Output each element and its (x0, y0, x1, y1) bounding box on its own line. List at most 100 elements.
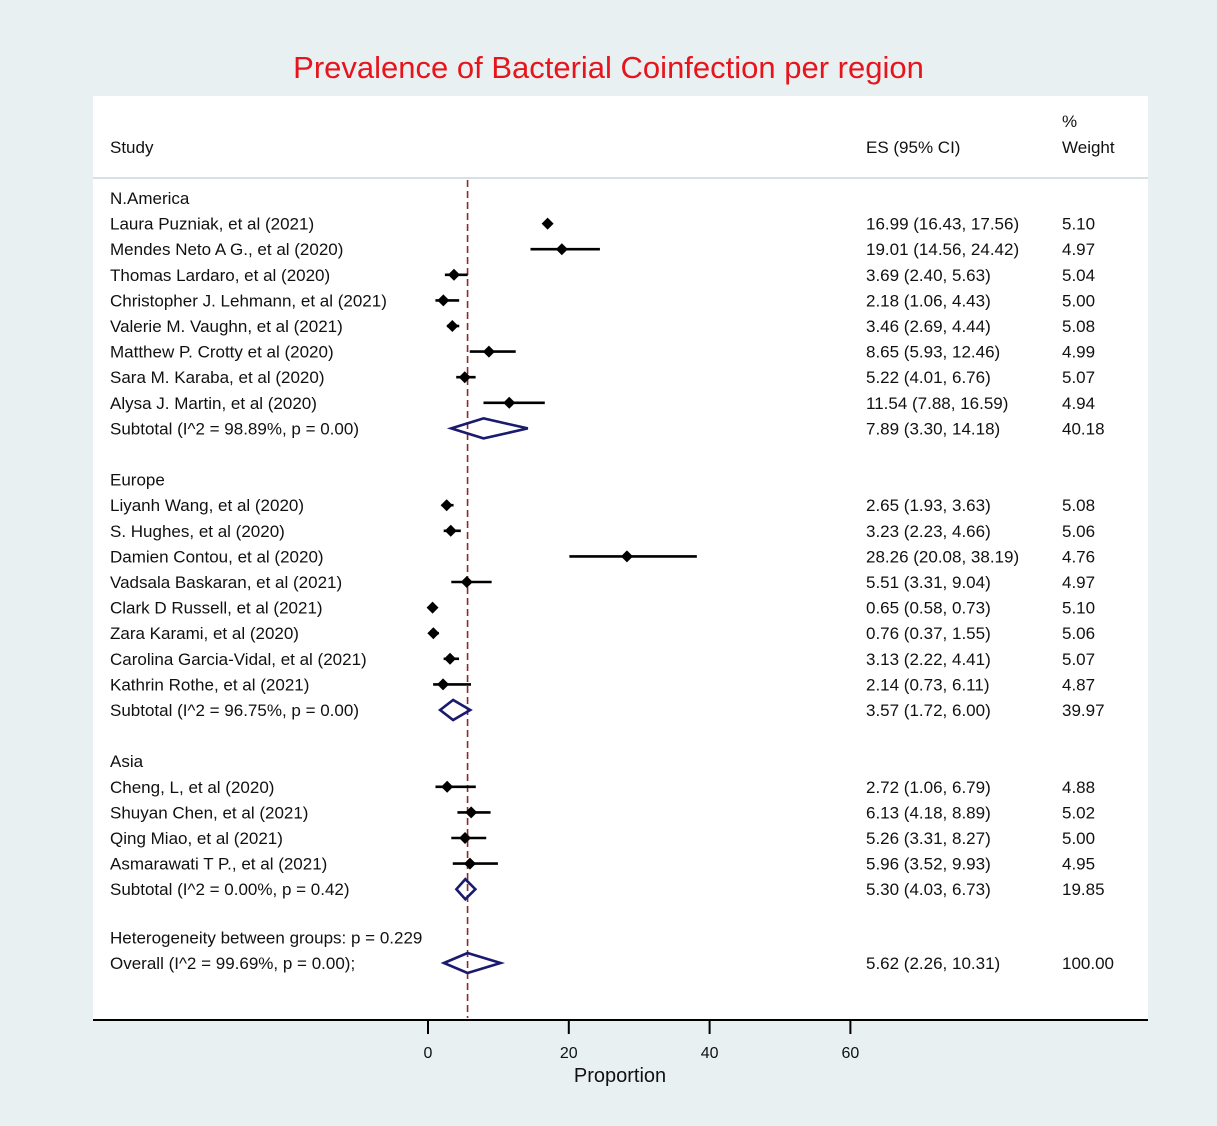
x-axis-label: Proportion (574, 1065, 666, 1087)
study-row-weight: 5.00 (1062, 829, 1095, 848)
study-row-point-marker (465, 806, 478, 819)
study-row-point-marker (441, 780, 454, 793)
study-row-es-ci: 5.26 (3.31, 8.27) (866, 829, 991, 848)
subtotal-row-label: Subtotal (I^2 = 96.75%, p = 0.00) (110, 701, 359, 720)
study-row-es-ci: 16.99 (16.43, 17.56) (866, 215, 1019, 234)
study-row-label: Shuyan Chen, et al (2021) (110, 803, 308, 822)
study-row-point-marker (447, 268, 460, 281)
study-row-es-ci: 5.22 (4.01, 6.76) (866, 368, 991, 387)
study-row-es-ci: 3.13 (2.22, 4.41) (866, 650, 991, 669)
study-row-point-marker (446, 320, 459, 332)
study-row-label: Kathrin Rothe, et al (2021) (110, 675, 309, 694)
x-tick-label: 20 (560, 1045, 578, 1062)
study-row-label: Damien Contou, et al (2020) (110, 547, 324, 566)
study-row-label: S. Hughes, et al (2020) (110, 522, 285, 541)
study-row-point-marker (437, 678, 450, 691)
study-row-es-ci: 11.54 (7.88, 16.59) (866, 394, 1008, 413)
subtotal-row-weight: 39.97 (1062, 701, 1105, 720)
subtotal-row-es-ci: 3.57 (1.72, 6.00) (866, 701, 991, 720)
study-row-es-ci: 3.23 (2.23, 4.66) (866, 522, 991, 541)
study-row-es-ci: 2.18 (1.06, 4.43) (866, 291, 991, 310)
heterogeneity-text: Heterogeneity between groups: p = 0.229 (110, 928, 422, 947)
overall-row-label: Overall (I^2 = 99.69%, p = 0.00); (110, 954, 355, 973)
study-row-weight: 5.07 (1062, 650, 1095, 669)
study-row-point-marker (482, 345, 495, 358)
study-row-point-marker (427, 627, 440, 640)
x-tick-label: 0 (424, 1045, 433, 1062)
study-row-weight: 4.87 (1062, 675, 1095, 694)
study-row-es-ci: 8.65 (5.93, 12.46) (866, 343, 1000, 362)
study-row-es-ci: 0.76 (0.37, 1.55) (866, 624, 991, 643)
study-row-label: Sara M. Karaba, et al (2020) (110, 368, 325, 387)
study-row-weight: 4.97 (1062, 240, 1095, 259)
group-header: Asia (110, 752, 144, 771)
study-row-weight: 5.10 (1062, 599, 1095, 618)
study-row-es-ci: 3.46 (2.69, 4.44) (866, 317, 991, 336)
study-row-point-marker (444, 652, 457, 665)
study-row-point-marker (458, 371, 471, 384)
subtotal-row-label: Subtotal (I^2 = 0.00%, p = 0.42) (110, 880, 350, 899)
study-row-label: Christopher J. Lehmann, et al (2021) (110, 291, 387, 310)
x-tick-label: 40 (701, 1045, 719, 1062)
study-row-label: Matthew P. Crotty et al (2020) (110, 343, 334, 362)
study-row-point-marker (620, 550, 633, 563)
subtotal-row-diamond (437, 698, 473, 722)
study-row-point-marker (426, 601, 439, 614)
subtotal-row-weight: 19.85 (1062, 880, 1105, 899)
overall-row-diamond (440, 951, 506, 975)
study-row-es-ci: 5.51 (3.31, 9.04) (866, 573, 991, 592)
study-row-es-ci: 5.96 (3.52, 9.93) (866, 855, 991, 874)
study-row-point-marker (541, 217, 554, 230)
subtotal-row-label: Subtotal (I^2 = 98.89%, p = 0.00) (110, 419, 359, 438)
study-row-es-ci: 2.72 (1.06, 6.79) (866, 778, 991, 797)
study-row-label: Alysa J. Martin, et al (2020) (110, 394, 317, 413)
study-row-label: Vadsala Baskaran, et al (2021) (110, 573, 342, 592)
study-row-weight: 5.06 (1062, 522, 1095, 541)
subtotal-row-es-ci: 5.30 (4.03, 6.73) (866, 880, 991, 899)
study-row-es-ci: 2.65 (1.93, 3.63) (866, 496, 991, 515)
study-row-es-ci: 28.26 (20.08, 38.19) (866, 547, 1019, 566)
group-header: N.America (110, 189, 190, 208)
study-row-point-marker (459, 832, 472, 844)
study-row-weight: 5.06 (1062, 624, 1095, 643)
study-row-es-ci: 6.13 (4.18, 8.89) (866, 803, 991, 822)
study-row-point-marker (463, 857, 476, 870)
subtotal-row-diamond (454, 877, 478, 902)
header-es-ci: ES (95% CI) (866, 138, 960, 157)
study-row-weight: 4.88 (1062, 778, 1095, 797)
study-row-label: Carolina Garcia-Vidal, et al (2021) (110, 650, 367, 669)
study-row-label: Clark D Russell, et al (2021) (110, 599, 323, 618)
study-row-label: Valerie M. Vaughn, et al (2021) (110, 317, 343, 336)
study-row-weight: 4.99 (1062, 343, 1095, 362)
study-row-label: Qing Miao, et al (2021) (110, 829, 283, 848)
header-weight: Weight (1062, 138, 1115, 157)
study-row-point-marker (437, 294, 450, 307)
overall-row-es-ci: 5.62 (2.26, 10.31) (866, 954, 1000, 973)
subtotal-row-es-ci: 7.89 (3.30, 14.18) (866, 419, 1000, 438)
study-row-label: Zara Karami, et al (2020) (110, 624, 299, 643)
header-weight-percent: % (1062, 112, 1077, 131)
study-row-point-marker (444, 524, 457, 537)
chart-title: Prevalence of Bacterial Coinfection per … (293, 50, 924, 85)
x-tick-label: 60 (842, 1045, 860, 1062)
study-row-weight: 5.02 (1062, 803, 1095, 822)
study-row-es-ci: 3.69 (2.40, 5.63) (866, 266, 991, 285)
study-row-label: Thomas Lardaro, et al (2020) (110, 266, 330, 285)
study-row-label: Asmarawati T P., et al (2021) (110, 855, 327, 874)
study-row-weight: 4.95 (1062, 855, 1095, 874)
overall-row-weight: 100.00 (1062, 954, 1114, 973)
study-row-weight: 5.07 (1062, 368, 1095, 387)
study-row-weight: 5.04 (1062, 266, 1095, 285)
study-row-weight: 5.00 (1062, 291, 1095, 310)
study-row-label: Liyanh Wang, et al (2020) (110, 496, 304, 515)
study-row-point-marker (555, 243, 568, 256)
study-row-weight: 4.94 (1062, 394, 1095, 413)
study-row-weight: 4.76 (1062, 547, 1095, 566)
subtotal-row-weight: 40.18 (1062, 419, 1105, 438)
study-row-label: Mendes Neto A G., et al (2020) (110, 240, 343, 259)
study-row-es-ci: 0.65 (0.58, 0.73) (866, 599, 991, 618)
study-row-es-ci: 2.14 (0.73, 6.11) (866, 675, 990, 694)
study-row-weight: 5.10 (1062, 215, 1095, 234)
